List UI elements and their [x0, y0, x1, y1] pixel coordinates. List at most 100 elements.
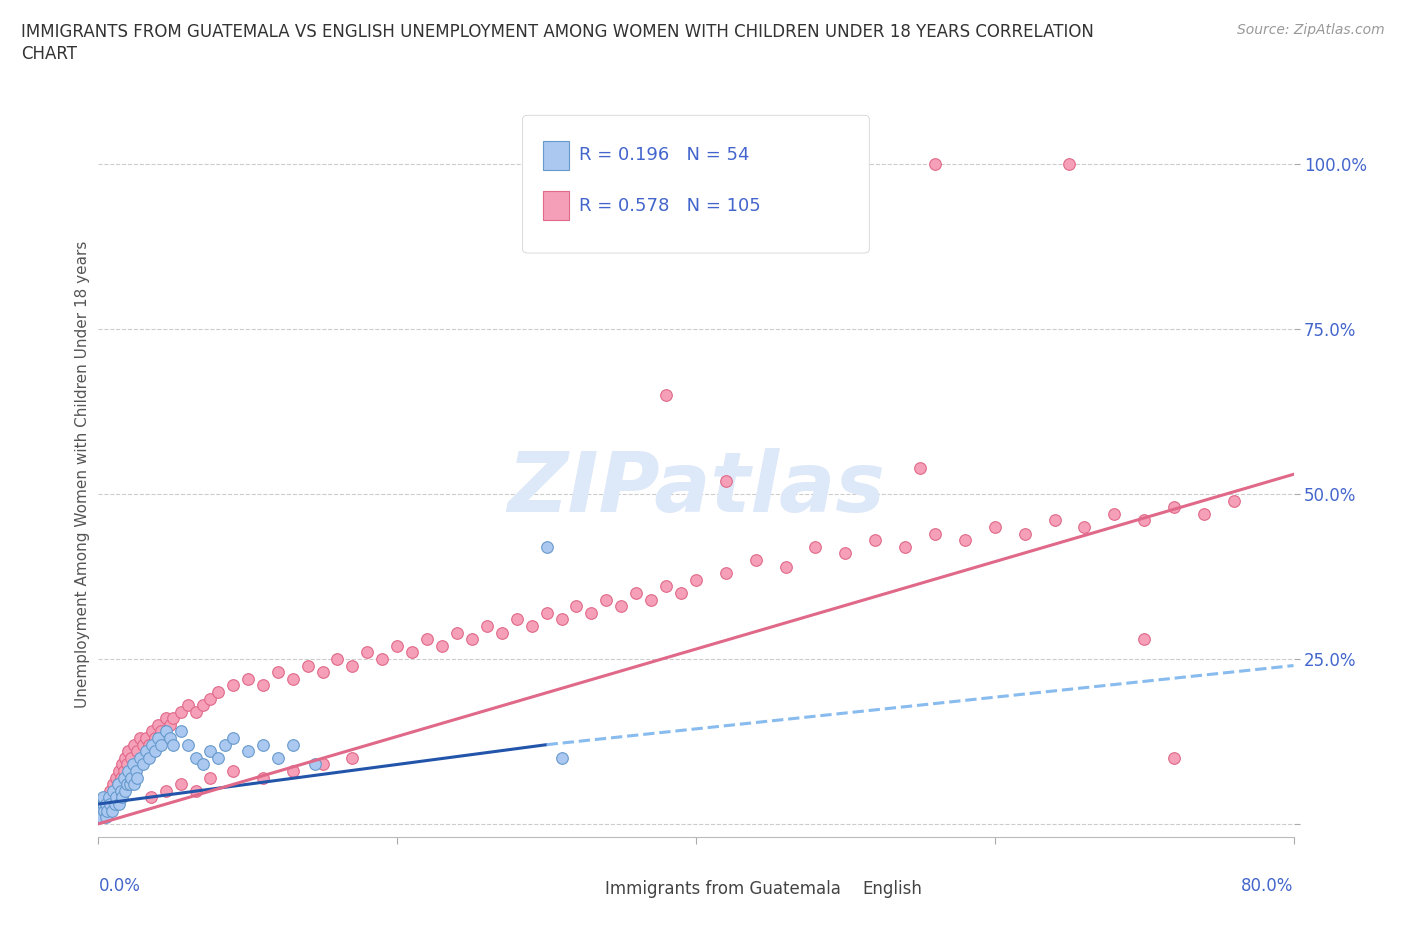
Point: [148, 731, 170, 746]
Point: [655, 579, 678, 594]
Point: [162, 711, 184, 725]
Point: [207, 751, 229, 765]
Point: [141, 737, 163, 752]
Point: [91, 797, 114, 812]
Point: [135, 731, 157, 746]
Point: [191, 757, 214, 772]
FancyBboxPatch shape: [543, 140, 569, 169]
Point: [1163, 499, 1185, 514]
Point: [200, 691, 222, 706]
Point: [1192, 507, 1215, 522]
Point: [96, 790, 118, 804]
Point: [200, 770, 222, 785]
Point: [416, 631, 439, 646]
Point: [89, 804, 111, 818]
Point: [94, 810, 117, 825]
Point: [105, 790, 128, 804]
Point: [1104, 507, 1126, 522]
Point: [184, 783, 207, 798]
Point: [385, 638, 409, 653]
Point: [169, 724, 191, 739]
Point: [129, 731, 152, 746]
Point: [90, 810, 112, 825]
Point: [536, 605, 558, 620]
Point: [371, 652, 394, 667]
Point: [107, 777, 129, 791]
Point: [1059, 157, 1081, 172]
Text: English: English: [862, 880, 922, 898]
Point: [155, 711, 177, 725]
Point: [267, 665, 290, 680]
Point: [115, 757, 138, 772]
Point: [908, 460, 931, 475]
Point: [117, 764, 139, 778]
Point: [169, 704, 191, 719]
Point: [461, 631, 484, 646]
Point: [155, 783, 177, 798]
Point: [159, 717, 181, 732]
Point: [120, 751, 142, 765]
Point: [595, 592, 617, 607]
Point: [98, 783, 122, 798]
Point: [207, 684, 229, 699]
FancyBboxPatch shape: [576, 880, 598, 898]
FancyBboxPatch shape: [834, 880, 855, 898]
Text: R = 0.578   N = 105: R = 0.578 N = 105: [579, 197, 761, 215]
Point: [745, 552, 768, 567]
Point: [953, 533, 976, 548]
Point: [129, 751, 152, 765]
Point: [110, 770, 132, 785]
Point: [222, 764, 245, 778]
Point: [141, 724, 163, 739]
Point: [1223, 493, 1246, 508]
Point: [150, 724, 173, 739]
Point: [150, 737, 173, 752]
Point: [138, 737, 160, 752]
Point: [132, 737, 155, 752]
Point: [267, 751, 290, 765]
Point: [94, 804, 117, 818]
Point: [177, 698, 200, 712]
Point: [125, 764, 148, 778]
Point: [111, 757, 134, 772]
Point: [1043, 513, 1066, 528]
Point: [865, 533, 887, 548]
Point: [1163, 751, 1185, 765]
Point: [91, 810, 114, 825]
Point: [506, 612, 529, 627]
Point: [804, 157, 827, 172]
Point: [222, 678, 245, 693]
Point: [139, 790, 162, 804]
FancyBboxPatch shape: [543, 192, 569, 220]
Point: [110, 783, 132, 798]
Point: [714, 565, 737, 580]
Point: [148, 717, 170, 732]
Text: IMMIGRANTS FROM GUATEMALA VS ENGLISH UNEMPLOYMENT AMONG WOMEN WITH CHILDREN UNDE: IMMIGRANTS FROM GUATEMALA VS ENGLISH UNE…: [21, 23, 1094, 41]
Point: [115, 777, 138, 791]
Point: [159, 731, 181, 746]
Point: [97, 797, 120, 812]
Point: [103, 783, 125, 798]
Point: [93, 797, 115, 812]
Point: [550, 751, 572, 765]
Point: [565, 599, 588, 614]
Point: [252, 770, 274, 785]
Point: [304, 757, 326, 772]
Point: [311, 665, 333, 680]
Point: [114, 751, 136, 765]
Point: [342, 751, 364, 765]
Point: [138, 751, 160, 765]
Point: [894, 539, 917, 554]
Point: [111, 790, 134, 804]
Point: [1133, 513, 1156, 528]
Point: [252, 678, 274, 693]
Point: [1014, 526, 1036, 541]
Point: [714, 157, 737, 172]
Point: [610, 599, 633, 614]
Point: [94, 797, 117, 812]
Point: [107, 777, 129, 791]
Point: [924, 526, 946, 541]
Text: 80.0%: 80.0%: [1241, 877, 1294, 895]
Point: [446, 625, 468, 640]
Point: [520, 618, 543, 633]
